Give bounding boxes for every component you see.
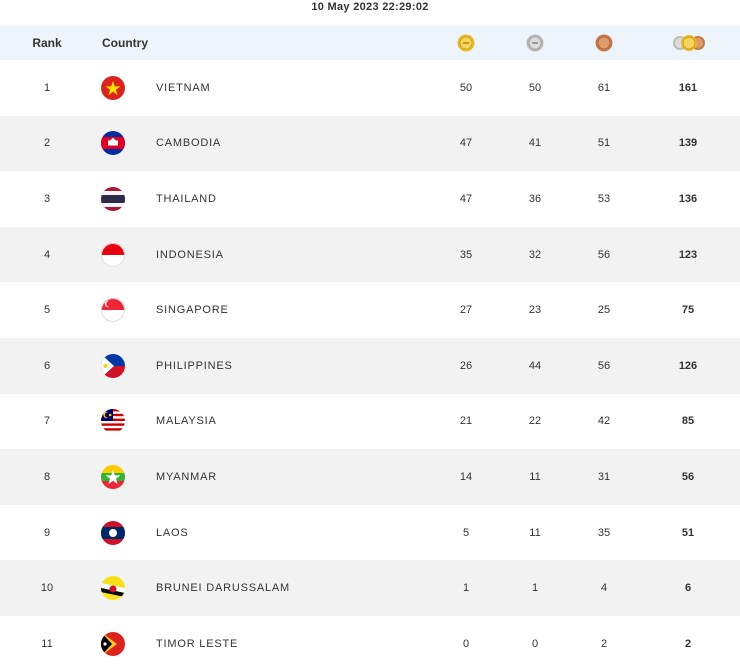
gold-count: 27: [459, 304, 473, 317]
gold-count: 0: [462, 637, 470, 650]
vietnam-flag-icon: [101, 75, 125, 100]
bronze-count: 61: [597, 81, 611, 94]
bronze-count: 4: [600, 582, 608, 595]
total-count: 51: [681, 526, 695, 539]
total-count: 56: [681, 470, 695, 483]
table-row[interactable]: 1 VIETNAM 50 50 61 161: [0, 60, 740, 116]
silver-medal-icon[interactable]: [526, 34, 544, 52]
indonesia-flag-icon: [101, 242, 125, 267]
table-row[interactable]: 4 INDONESIA 35 32 56 123: [0, 226, 740, 283]
last-updated-timestamp: 10 May 2023 22:29:02: [311, 1, 429, 13]
country-name[interactable]: SINGAPORE: [156, 304, 229, 317]
country-name[interactable]: TIMOR LESTE: [156, 637, 239, 650]
bronze-count: 2: [600, 637, 608, 650]
gold-medal-icon[interactable]: [457, 34, 475, 52]
singapore-flag-icon: [101, 298, 125, 323]
total-count: 85: [681, 415, 695, 428]
gold-count: 47: [459, 137, 473, 150]
bronze-count: 56: [597, 359, 611, 372]
silver-count: 11: [529, 526, 541, 539]
country-column-header[interactable]: Country: [102, 36, 148, 50]
table-row[interactable]: 9 LAOS 5 11 35 51: [0, 504, 740, 561]
medal-table: Rank Country 1 VIETNAM 50 50 61 161: [0, 26, 740, 672]
total-count: 126: [678, 359, 698, 372]
silver-count: 32: [528, 248, 542, 261]
bronze-count: 42: [597, 415, 611, 428]
laos-flag-icon: [101, 520, 125, 545]
cambodia-flag-icon: [101, 131, 125, 156]
total-count: 136: [678, 192, 698, 205]
gold-count: 14: [459, 470, 473, 483]
total-count: 6: [684, 582, 692, 595]
philippines-flag-icon: [101, 353, 125, 378]
gold-count: 21: [459, 415, 473, 428]
timor-leste-flag-icon: [101, 631, 125, 656]
silver-count: 23: [528, 304, 542, 317]
country-name[interactable]: MALAYSIA: [156, 415, 217, 428]
total-count: 2: [684, 637, 692, 650]
table-row[interactable]: 5 SINGAPORE 27 23 25 75: [0, 282, 740, 338]
table-row[interactable]: 3 THAILAND 47 36 53 136: [0, 171, 740, 227]
gold-count: 1: [462, 582, 470, 595]
table-row[interactable]: 7 MALAYSIA 21 22 42 85: [0, 393, 740, 450]
bronze-count: 56: [597, 248, 611, 261]
country-name[interactable]: INDONESIA: [156, 248, 224, 261]
silver-count: 36: [528, 192, 542, 205]
silver-count: 41: [528, 137, 542, 150]
country-name[interactable]: VIETNAM: [156, 81, 211, 94]
bronze-count: 53: [597, 192, 611, 205]
country-name[interactable]: CAMBODIA: [156, 137, 222, 150]
brunei-flag-icon: [101, 576, 125, 601]
table-row[interactable]: 8 MYANMAR 14 11 31 56: [0, 449, 740, 505]
total-count: 123: [678, 248, 698, 261]
bronze-medal-icon[interactable]: [595, 34, 613, 52]
table-row[interactable]: 11 TIMOR LESTE 0 0 2 2: [0, 615, 740, 672]
bronze-count: 35: [597, 526, 611, 539]
country-name[interactable]: LAOS: [156, 526, 189, 539]
total-count: 75: [681, 304, 695, 317]
bronze-count: 25: [597, 304, 611, 317]
silver-count: 0: [531, 637, 539, 650]
gold-count: 5: [462, 526, 470, 539]
silver-count: 1: [531, 582, 539, 595]
country-name[interactable]: THAILAND: [156, 192, 217, 205]
gold-count: 26: [459, 359, 473, 372]
gold-count: 35: [459, 248, 473, 261]
table-row[interactable]: 6 PHILIPPINES 26 44 56 126: [0, 337, 740, 394]
total-count: 139: [678, 137, 698, 150]
total-count: 161: [678, 81, 698, 94]
table-header: Rank Country: [0, 26, 740, 60]
thailand-flag-icon: [101, 186, 125, 211]
gold-count: 47: [459, 192, 473, 205]
myanmar-flag-icon: [101, 464, 125, 489]
country-name[interactable]: BRUNEI DARUSSALAM: [156, 582, 291, 595]
bronze-count: 31: [597, 470, 611, 483]
gold-count: 50: [459, 81, 473, 94]
table-row[interactable]: 10 BRUNEI DARUSSALAM 1 1 4 6: [0, 560, 740, 616]
silver-count: 11: [529, 470, 541, 483]
silver-count: 22: [528, 415, 542, 428]
bronze-count: 51: [597, 137, 611, 150]
silver-count: 44: [528, 359, 542, 372]
malaysia-flag-icon: [101, 409, 125, 434]
country-name[interactable]: PHILIPPINES: [156, 359, 233, 372]
country-name[interactable]: MYANMAR: [156, 470, 218, 483]
silver-count: 50: [528, 81, 542, 94]
total-medals-icon[interactable]: [672, 34, 706, 52]
table-row[interactable]: 2 CAMBODIA 47 41 51 139: [0, 115, 740, 172]
